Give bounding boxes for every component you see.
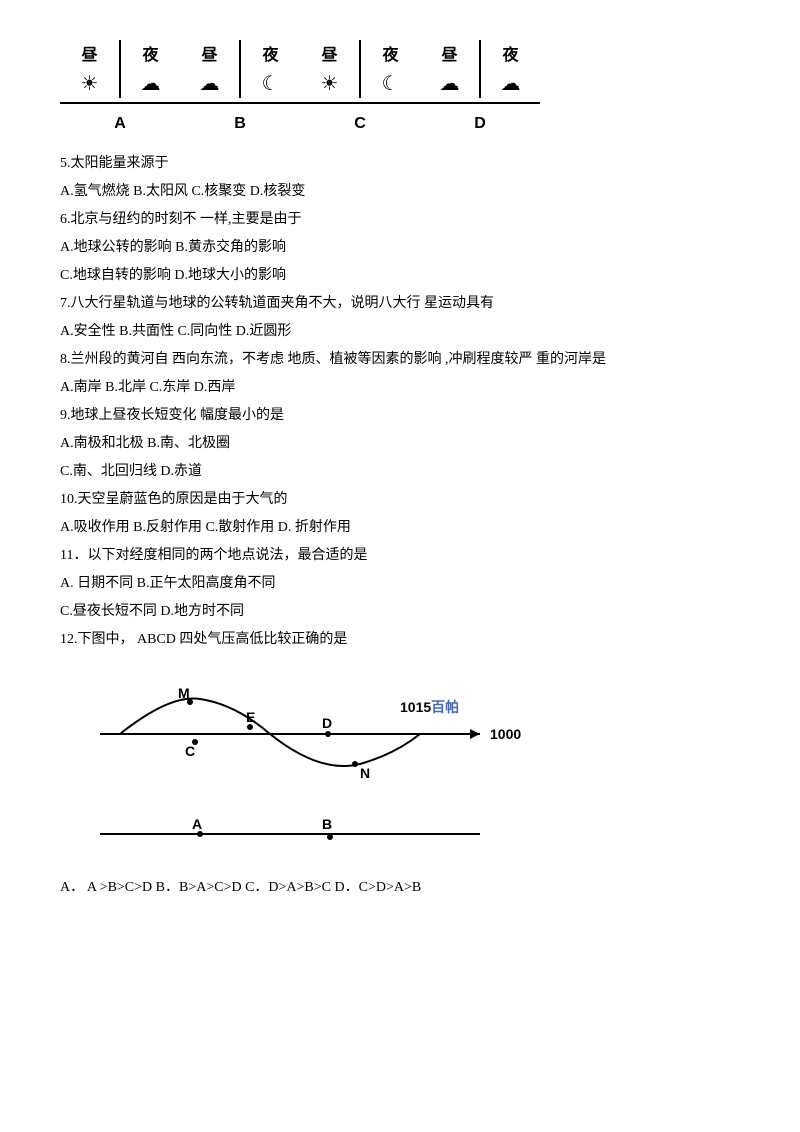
- q12-stem: 12.下图中， ABCD 四处气压高低比较正确的是: [60, 626, 740, 654]
- q6-options-line2: C.地球自转的影响 D.地球大小的影响: [60, 262, 740, 290]
- q9-options-line1: A.南极和北极 B.南、北极圈: [60, 430, 740, 458]
- q9-stem: 9.地球上昼夜长短变化 幅度最小的是: [60, 402, 740, 430]
- label-1015: 1015百帕: [400, 699, 459, 716]
- pressure-svg: M E C D N 1015百帕 1000 A B: [60, 684, 560, 864]
- panel-b-left-header: 昼: [201, 40, 217, 72]
- q9-options-line2: C.南、北回归线 D.赤道: [60, 458, 740, 486]
- panel-d-left-header: 昼: [441, 40, 457, 72]
- q5-options: A.氢气燃烧 B.太阳风 C.核聚变 D.核裂变: [60, 178, 740, 206]
- panel-c: 昼 ☀ 夜 ☾ C: [300, 40, 420, 140]
- q7-stem: 7.八大行星轨道与地球的公转轨道面夹角不大，说明八大行 星运动具有: [60, 290, 740, 318]
- label-d: D: [322, 715, 332, 731]
- label-1000: 1000: [490, 726, 521, 742]
- q6-stem: 6.北京与纽约的时刻不 一样,主要是由于: [60, 206, 740, 234]
- day-night-diagram-row: 昼 ☀ 夜 ☁ A 昼 ☁ 夜 ☾ B 昼 ☀: [60, 40, 740, 140]
- label-b: B: [322, 816, 332, 832]
- pressure-diagram: M E C D N 1015百帕 1000 A B: [60, 684, 560, 864]
- label-a: A: [192, 816, 202, 832]
- panel-d-letter: D: [420, 108, 540, 140]
- cloud-icon: ☁: [501, 74, 521, 98]
- sun-icon: ☀: [321, 74, 339, 98]
- q6-options-line1: A.地球公转的影响 B.黄赤交角的影响: [60, 234, 740, 262]
- q11-options-line2: C.昼夜长短不同 D.地方时不同: [60, 598, 740, 626]
- label-c: C: [185, 743, 195, 759]
- moon-icon: ☾: [262, 74, 280, 98]
- panel-b: 昼 ☁ 夜 ☾ B: [180, 40, 300, 140]
- q8-options: A.南岸 B.北岸 C.东岸 D.西岸: [60, 374, 740, 402]
- panel-a-right-header: 夜: [142, 40, 158, 72]
- q11-options-line1: A. 日期不同 B.正午太阳高度角不同: [60, 570, 740, 598]
- cloud-icon: ☁: [200, 74, 220, 98]
- q8-stem: 8.兰州段的黄河自 西向东流，不考虑 地质、植被等因素的影响 ,冲刷程度较严 重…: [60, 346, 740, 374]
- label-n: N: [360, 765, 370, 781]
- moon-icon: ☾: [382, 74, 400, 98]
- panel-a: 昼 ☀ 夜 ☁ A: [60, 40, 180, 140]
- q12-options: A． A >B>C>D B．B>A>C>D C．D>A>B>C D．C>D>A>…: [60, 874, 740, 902]
- panel-c-left-header: 昼: [321, 40, 337, 72]
- sun-icon: ☀: [81, 74, 99, 98]
- panel-a-left-header: 昼: [81, 40, 97, 72]
- panel-d: 昼 ☁ 夜 ☁ D: [420, 40, 540, 140]
- label-e: E: [246, 709, 255, 725]
- panel-d-right-header: 夜: [502, 40, 518, 72]
- cloud-icon: ☁: [440, 74, 460, 98]
- panel-a-letter: A: [60, 108, 180, 140]
- q7-options: A.安全性 B.共面性 C.同向性 D.近圆形: [60, 318, 740, 346]
- panel-c-right-header: 夜: [382, 40, 398, 72]
- cloud-icon: ☁: [141, 74, 161, 98]
- q10-options: A.吸收作用 B.反射作用 C.散射作用 D. 折射作用: [60, 514, 740, 542]
- panel-c-letter: C: [300, 108, 420, 140]
- q10-stem: 10.天空呈蔚蓝色的原因是由于大气的: [60, 486, 740, 514]
- panel-b-right-header: 夜: [262, 40, 278, 72]
- label-m: M: [178, 685, 190, 701]
- q11-stem: 11．以下对经度相同的两个地点说法，最合适的是: [60, 542, 740, 570]
- q5-stem: 5.太阳能量来源于: [60, 150, 740, 178]
- panel-b-letter: B: [180, 108, 300, 140]
